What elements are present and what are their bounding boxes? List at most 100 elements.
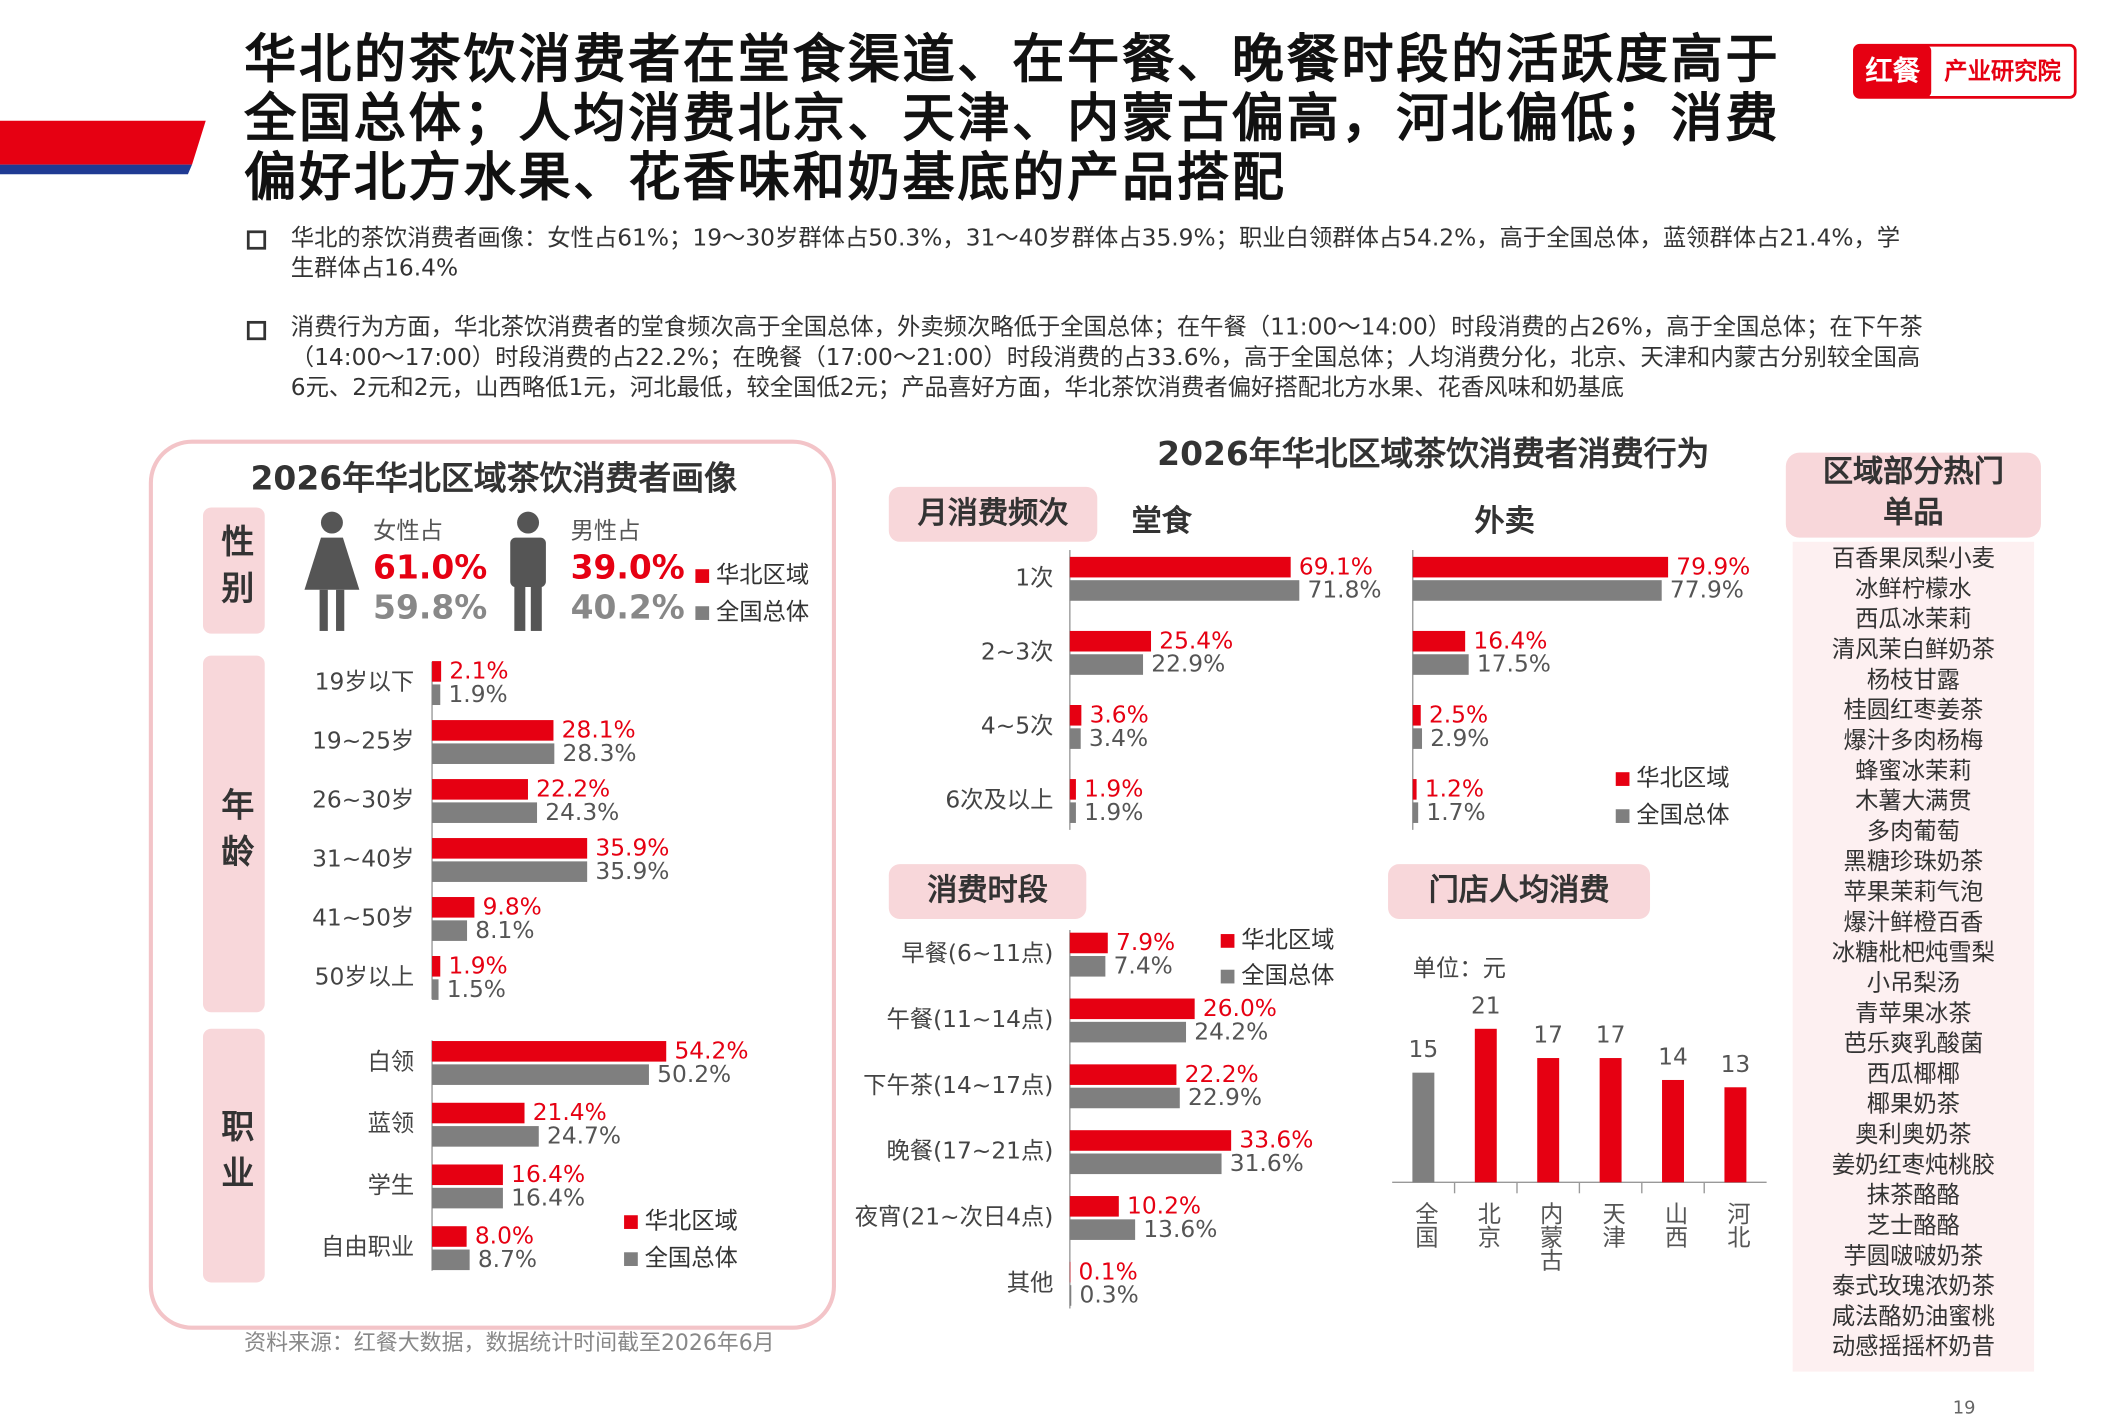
legend-swatch [695,606,710,620]
legend-label: 全国总体 [1241,962,1334,989]
bar [1069,1130,1232,1151]
hot-list-box [1792,541,2035,1372]
section-box [202,655,265,1013]
bar [432,1041,667,1062]
value-label: 59.8% [373,587,487,626]
bar [1069,630,1152,652]
legend-swatch [624,1215,638,1229]
category-label: 蓝领 [368,1110,415,1137]
unit-label: 单位：元 [1413,955,1506,982]
value-label: 21 [1471,992,1501,1019]
value-label: 22.9% [1188,1084,1262,1111]
bar [1069,779,1076,800]
value-label: 8.1% [475,917,534,944]
category-label: 41~50岁 [312,904,414,931]
legend-swatch [624,1252,638,1266]
bar [432,684,441,706]
bar [1537,1058,1560,1183]
bar [1412,802,1419,823]
category-label: 50岁以上 [315,963,415,990]
legend-label: 华北区域 [645,1208,738,1235]
behavior-title: 2026年华北区域茶饮消费者消费行为 [1157,434,1709,473]
bar [1412,728,1423,749]
category-label: 自由职业 [321,1234,414,1261]
category-label: 19~25岁 [312,728,414,755]
category-label: 午餐(11~14点) [886,1006,1053,1033]
value-label: 13.6% [1143,1216,1217,1243]
section-label: 消费时段 [927,872,1048,908]
value-label: 2.9% [1430,725,1489,752]
section-label: 年龄 [216,787,255,880]
value-label: 8.7% [478,1246,537,1273]
hot-item: 芝士酪酪 [1867,1212,1960,1239]
value-label: 61.0% [373,548,487,587]
page-number: 19 [1953,1398,1976,1418]
value-label: 79.9% [1676,553,1750,580]
hot-item: 椰果奶茶 [1867,1091,1960,1118]
bullet-text: 消费行为方面，华北茶饮消费者的堂食频次高于全国总体，外卖频次略低于全国总体；在午… [290,314,1923,402]
female-icon [304,511,360,631]
legend-label: 全国总体 [1636,802,1729,829]
legend-label: 全国总体 [645,1245,738,1272]
bar [1069,654,1144,675]
value-label: 7.9% [1116,929,1175,956]
value-label: 22.2% [536,776,610,803]
value-label: 9.8% [483,893,542,920]
category-label: 19岁以下 [315,669,415,696]
hot-item: 冰鲜柠檬水 [1855,575,1971,602]
category-label: 山西 [1661,1201,1688,1248]
hot-item: 杨枝甘露 [1867,666,1960,693]
value-label: 3.4% [1089,725,1148,752]
category-label: 全国 [1411,1201,1439,1248]
category-label: 26~30岁 [312,787,414,814]
bar [432,838,588,859]
bar [432,1226,467,1247]
value-label: 2.5% [1429,701,1488,728]
source: 资料来源：红餐大数据，数据统计时间截至2026年6月 [244,1331,774,1356]
value-label: 1.2% [1425,776,1484,803]
bar [1069,932,1108,954]
logo-brand: 红餐 [1865,55,1920,87]
hot-item: 芋圆啵啵奶茶 [1843,1242,1983,1269]
hot-item: 蜂蜜冰茉莉 [1855,757,1971,784]
hot-item: 黑糖珍珠奶茶 [1843,848,1983,875]
category-label: 4~5次 [981,712,1053,739]
bar [1412,630,1466,652]
category-label: 白领 [368,1048,415,1075]
hot-item: 爆汁多肉杨梅 [1843,727,1983,754]
category-label: 2~3次 [981,638,1053,665]
value-label: 50.2% [657,1061,731,1088]
bar [1069,1064,1177,1085]
category-label: 夜宵(21~次日4点) [855,1203,1054,1230]
value-label: 69.1% [1299,553,1373,580]
hot-item: 西瓜椰椰 [1867,1060,1960,1087]
bar [1069,728,1081,749]
value-label: 77.9% [1670,577,1744,604]
hot-item: 动感摇摇杯奶昔 [1832,1333,1995,1360]
category-label: 学生 [368,1172,415,1199]
value-label: 0.3% [1080,1282,1139,1309]
hot-item: 清风茉白鲜奶茶 [1832,636,1995,663]
category-label: 31~40岁 [312,845,414,872]
category-label: 河北 [1723,1201,1751,1248]
hot-item: 奥利奥奶茶 [1855,1121,1971,1148]
hot-item: 苹果茉莉气泡 [1843,879,1983,906]
panel-title: 外卖 [1474,504,1534,539]
bullet-text: 华北的茶饮消费者画像：女性占61%；19～30岁群体占50.3%，31～40岁群… [290,224,1901,283]
bar [432,1102,525,1124]
value-label: 1.5% [447,976,506,1003]
legend-label: 华北区域 [1636,765,1729,792]
hot-title: 区域部分热门单品 [1822,455,2004,531]
legend-swatch [1220,934,1235,948]
value-label: 33.6% [1239,1127,1313,1154]
legend-swatch [1220,969,1235,984]
bar [1069,1153,1222,1175]
value-label: 7.4% [1114,952,1173,979]
bar [432,979,439,1000]
bar [1069,580,1300,601]
value-label: 16.4% [511,1184,585,1211]
hot-item: 芭乐爽乳酸菌 [1843,1030,1983,1057]
bullet-marker [246,230,267,250]
hot-item: 多肉葡萄 [1867,818,1960,845]
